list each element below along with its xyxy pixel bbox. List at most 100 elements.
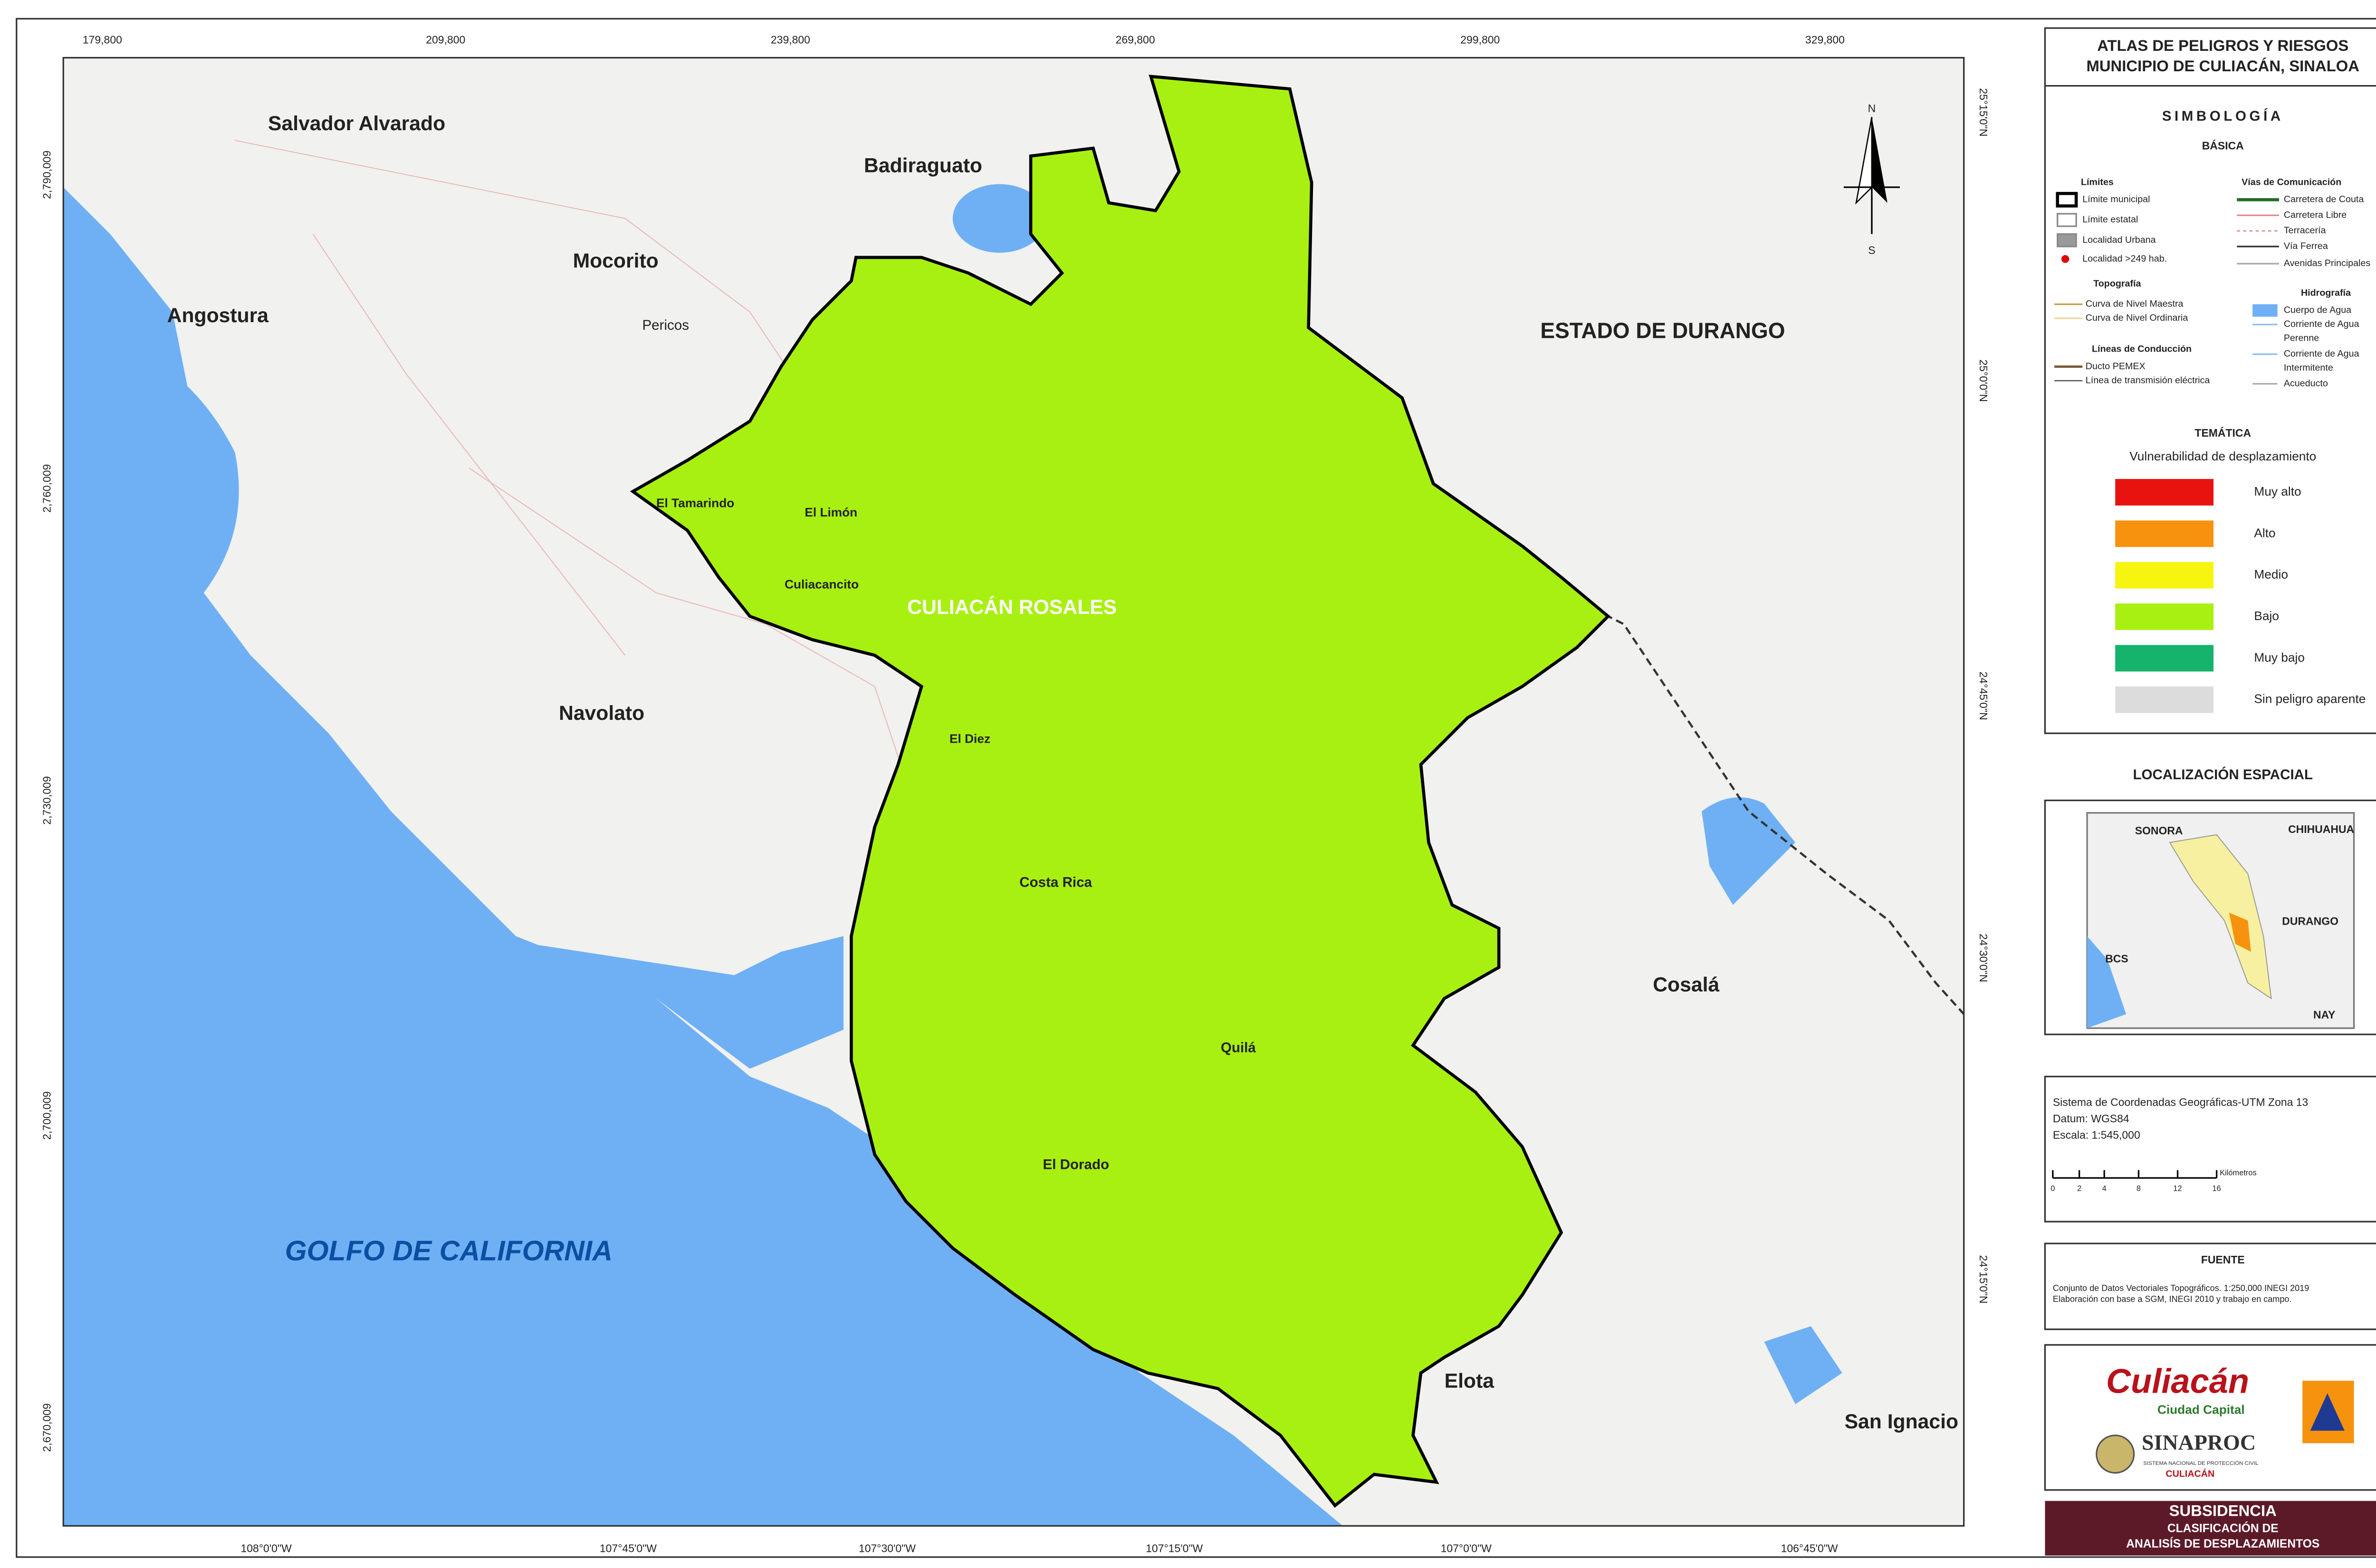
legend-symbol (2252, 304, 2278, 317)
y-tick-label: 24°45'0"N (1977, 671, 1990, 720)
road (469, 468, 907, 781)
place-label: Mocorito (573, 249, 659, 272)
y-tick-label: 2,700,009 (41, 1091, 53, 1140)
legend-symbol (2061, 255, 2069, 263)
scale-tick-label: 0 (2050, 1184, 2055, 1193)
source-box (2044, 1243, 2376, 1330)
x-tick-label: 299,800 (1460, 33, 1500, 46)
legend-label: Acueducto (2284, 378, 2328, 389)
panel-title: MUNICIPIO DE CULIACÁN, SINALOA (2087, 57, 2360, 75)
legend-label: Alto (2254, 526, 2275, 540)
y-tick-label: 25°0'0"N (1977, 359, 1990, 402)
civil-protection-triangle (2310, 1393, 2345, 1431)
legend-group-title: Hidrografía (2301, 288, 2351, 298)
legend-label: Medio (2254, 567, 2288, 582)
place-label: El Tamarindo (656, 496, 734, 510)
legend-swatch (2115, 479, 2214, 506)
north-arrow-half (1855, 117, 1873, 205)
legend-symbol (2056, 191, 2078, 208)
place-label: Culiacancito (785, 577, 859, 591)
legend-symbol (2057, 233, 2077, 248)
y-tick-label: 2,760,009 (41, 464, 53, 513)
logo-text: Culiacán (2106, 1363, 2249, 1401)
banner-text: CLASIFICACIÓN DE (2167, 1521, 2279, 1535)
legend-group-title: Límites (2081, 177, 2114, 187)
legend-group-title: Topografía (2093, 278, 2141, 289)
coordinates-text: Datum: WGS84 (2053, 1112, 2129, 1125)
section-title: BÁSICA (2202, 140, 2244, 152)
inset-culiacan (2229, 912, 2251, 952)
legend-swatch (2115, 562, 2214, 589)
place-label: CULIACÁN ROSALES (907, 596, 1117, 619)
y-tick-label: 24°15'0"N (1977, 1255, 1990, 1303)
place-label: Navolato (559, 702, 644, 725)
y-tick-label: 2,730,009 (41, 776, 53, 824)
legend-label: Intermitente (2284, 363, 2333, 373)
ocean (63, 187, 1343, 1526)
x-tick-label: 107°30'0"W (859, 1542, 916, 1555)
place-label: El Limón (805, 505, 857, 519)
section-subtitle: Vulnerabilidad de desplazamiento (2129, 449, 2316, 463)
place-label: GOLFO DE CALIFORNIA (285, 1234, 613, 1266)
logo-text: SISTEMA NACIONAL DE PROTECCIÓN CIVIL (2143, 1460, 2258, 1466)
place-label: Quilá (1221, 1040, 1256, 1055)
section-title: SIMBOLOGÍA (2162, 108, 2284, 124)
scale-tick-label: 2 (2077, 1184, 2081, 1193)
place-label: Elota (1445, 1370, 1495, 1393)
legend-label: Perenne (2284, 333, 2319, 344)
y-tick-label: 25°15'0"N (1977, 88, 1990, 136)
scale-unit: Kilómetros (2220, 1169, 2257, 1177)
x-tick-label: 239,800 (771, 33, 810, 46)
legend-label: Curva de Nivel Ordinaria (2086, 313, 2188, 323)
legend-label: Localidad >249 hab. (2082, 253, 2167, 264)
x-tick-label: 209,800 (426, 33, 465, 46)
legend-label: Bajo (2254, 609, 2279, 623)
y-tick-label: 2,790,009 (41, 151, 53, 199)
inset-sinaloa (2169, 834, 2272, 1000)
bay (94, 335, 239, 593)
legend-label: Vía Ferrea (2284, 241, 2328, 251)
place-label: Salvador Alvarado (268, 112, 445, 135)
north-label: S (1868, 244, 1875, 257)
scale-tick-label: 4 (2102, 1184, 2107, 1193)
sinaproc-seal (2096, 1434, 2135, 1474)
reservoir (1764, 1326, 1842, 1405)
place-label: Badiraguato (864, 154, 982, 177)
reservoir (952, 184, 1046, 253)
legend-label: Localidad Urbana (2082, 235, 2156, 245)
legend-label: Corriente de Agua (2284, 319, 2359, 329)
legend-label: Límite municipal (2082, 194, 2150, 205)
legend-group-title: Vías de Comunicación (2242, 177, 2341, 187)
section-title: TEMÁTICA (2194, 427, 2251, 439)
place-label: El Diez (949, 731, 990, 746)
x-tick-label: 107°15'0"W (1146, 1542, 1203, 1555)
legend-label: Terracería (2284, 225, 2326, 236)
place-label: Cosalá (1653, 974, 1719, 996)
banner (2045, 1501, 2376, 1556)
legend-label: Sin peligro aparente (2254, 692, 2366, 706)
map-frame (62, 57, 1965, 1527)
north-arrow (1843, 117, 1900, 234)
legend-label: Curva de Nivel Maestra (2086, 299, 2184, 309)
reservoir (1702, 797, 1796, 905)
x-tick-label: 179,800 (83, 33, 122, 46)
coordinates-text: Sistema de Coordenadas Geográficas-UTM Z… (2053, 1096, 2308, 1109)
place-label: Angostura (167, 304, 269, 327)
banner-text: SUBSIDENCIA (2169, 1501, 2277, 1519)
place-label: Costa Rica (1019, 874, 1092, 890)
legend-label: Línea de transmisión eléctrica (2086, 375, 2210, 385)
legend-label: Límite estatal (2082, 214, 2138, 225)
place-label: San Ignacio (1845, 1410, 1959, 1433)
x-tick-label: 269,800 (1116, 33, 1155, 46)
scale-tick-label: 8 (2136, 1184, 2141, 1193)
logo-text: Ciudad Capital (2157, 1402, 2245, 1416)
banner-text: ANALISÍS DE DESPLAZAMIENTOS (2126, 1537, 2319, 1550)
map-border (62, 57, 1965, 1527)
x-tick-label: 106°45'0"W (1781, 1542, 1838, 1555)
logo-text: CULIACÁN (2165, 1468, 2214, 1479)
legend-swatch (2115, 645, 2214, 672)
legend-group-title: Líneas de Conducción (2092, 344, 2192, 354)
legend-label: Ducto PEMEX (2086, 361, 2146, 372)
